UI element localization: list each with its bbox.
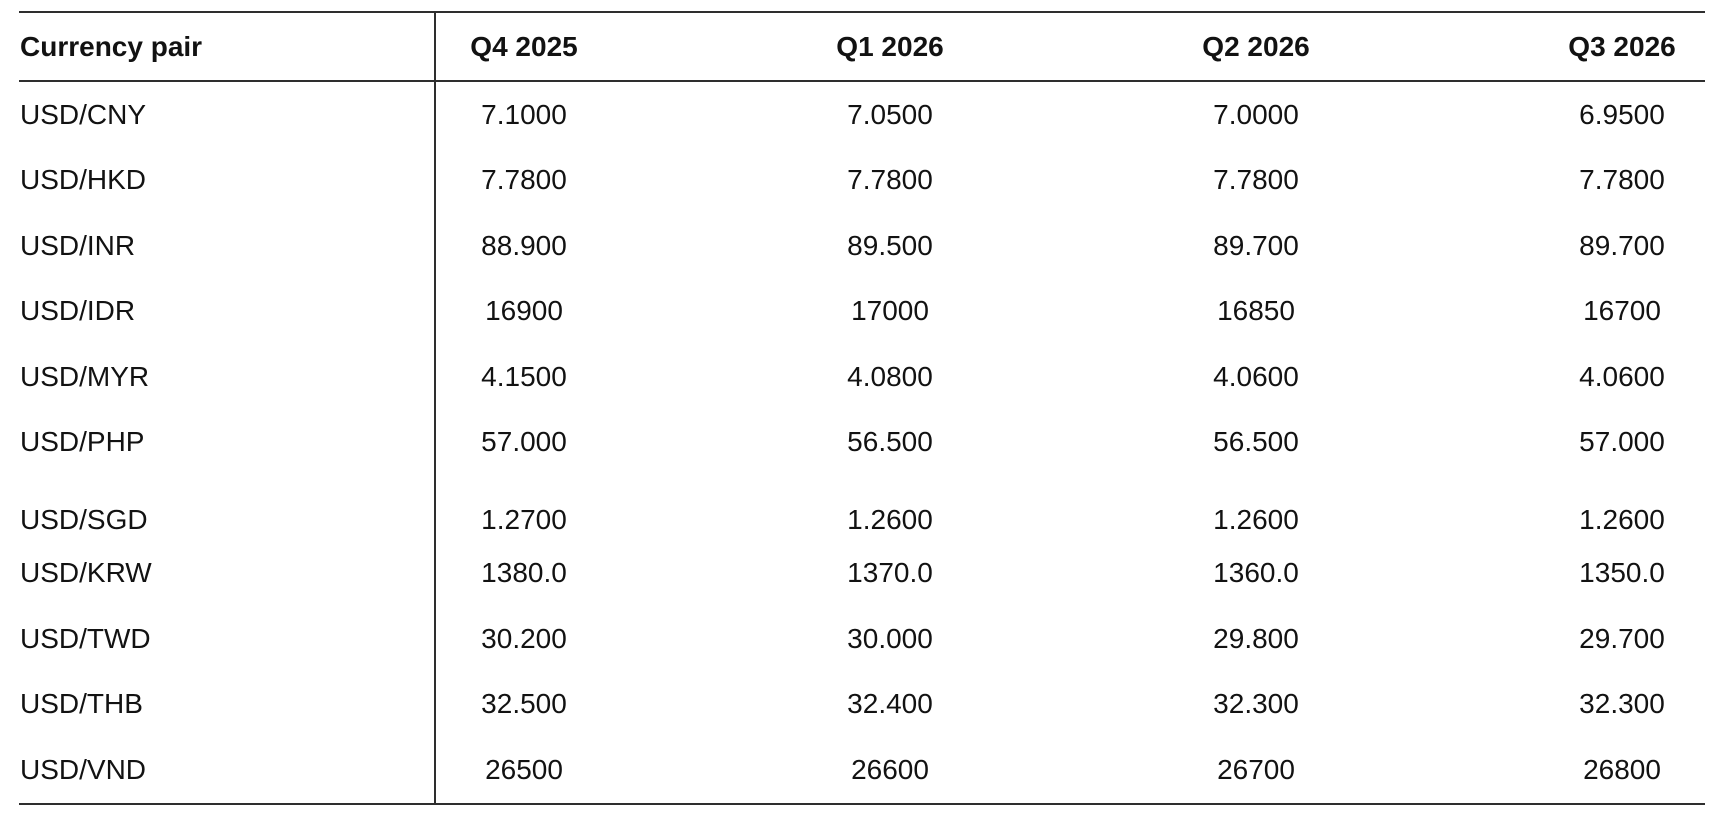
table-body: USD/CNY 7.1000 7.0500 7.0000 6.9500 USD/…: [19, 82, 1705, 803]
column-header-currency-pair: Currency pair: [20, 30, 203, 62]
table-row: USD/KRW 1380.0 1370.0 1360.0 1350.0: [19, 541, 1705, 607]
forecast-value-q3-2026: 57.000: [1579, 426, 1665, 458]
table-row: USD/SGD 1.2700 1.2600 1.2600 1.2600: [19, 475, 1705, 541]
table-row: USD/VND 26500 26600 26700 26800: [19, 737, 1705, 803]
forecast-value-q3-2026: 29.700: [1579, 622, 1665, 654]
forecast-value-q3-2026: 26800: [1583, 753, 1661, 785]
forecast-value-q3-2026: 1.2600: [1579, 503, 1665, 535]
forecast-value-q4-2025: 26500: [485, 753, 563, 785]
forecast-value-q2-2026: 4.0600: [1213, 360, 1299, 392]
column-header-q3-2026: Q3 2026: [1568, 30, 1676, 62]
forecast-value-q4-2025: 1380.0: [481, 557, 567, 589]
forecast-value-q2-2026: 7.0000: [1213, 98, 1299, 130]
forecast-value-q2-2026: 56.500: [1213, 426, 1299, 458]
forecast-value-q2-2026: 29.800: [1213, 622, 1299, 654]
forecast-value-q2-2026: 7.7800: [1213, 164, 1299, 196]
forecast-value-q4-2025: 32.500: [481, 688, 567, 720]
column-header-q2-2026: Q2 2026: [1202, 30, 1310, 62]
forecast-value-q3-2026: 6.9500: [1579, 98, 1665, 130]
currency-pair-label: USD/IDR: [20, 295, 136, 327]
table-row: USD/INR 88.900 89.500 89.700 89.700: [19, 213, 1705, 279]
currency-pair-label: USD/KRW: [20, 557, 152, 589]
forecast-value-q3-2026: 4.0600: [1579, 360, 1665, 392]
forecast-value-q2-2026: 89.700: [1213, 229, 1299, 261]
currency-pair-label: USD/HKD: [20, 164, 147, 196]
currency-pair-label: USD/CNY: [20, 98, 147, 130]
forecast-value-q2-2026: 1360.0: [1213, 557, 1299, 589]
table-row: USD/PHP 57.000 56.500 56.500 57.000: [19, 410, 1705, 476]
forecast-value-q1-2026: 7.7800: [847, 164, 933, 196]
column-divider-line: [434, 13, 436, 803]
forecast-value-q3-2026: 16700: [1583, 295, 1661, 327]
forecast-value-q4-2025: 30.200: [481, 622, 567, 654]
column-header-q4-2025: Q4 2025: [470, 30, 578, 62]
table-row: USD/THB 32.500 32.400 32.300 32.300: [19, 672, 1705, 738]
table-row: USD/MYR 4.1500 4.0800 4.0600 4.0600: [19, 344, 1705, 410]
forecast-value-q3-2026: 89.700: [1579, 229, 1665, 261]
forecast-value-q1-2026: 26600: [851, 753, 929, 785]
forecast-value-q1-2026: 7.0500: [847, 98, 933, 130]
currency-pair-label: USD/VND: [20, 753, 147, 785]
forecast-value-q4-2025: 7.1000: [481, 98, 567, 130]
table-row: USD/TWD 30.200 30.000 29.800 29.700: [19, 606, 1705, 672]
forecast-value-q4-2025: 4.1500: [481, 360, 567, 392]
forecast-value-q3-2026: 32.300: [1579, 688, 1665, 720]
forecast-value-q2-2026: 1.2600: [1213, 503, 1299, 535]
forecast-value-q1-2026: 4.0800: [847, 360, 933, 392]
column-header-q1-2026: Q1 2026: [836, 30, 944, 62]
forecast-value-q1-2026: 1.2600: [847, 503, 933, 535]
forecast-value-q2-2026: 32.300: [1213, 688, 1299, 720]
forecast-value-q4-2025: 16900: [485, 295, 563, 327]
currency-pair-label: USD/TWD: [20, 622, 151, 654]
table-row: USD/IDR 16900 17000 16850 16700: [19, 279, 1705, 345]
forecast-value-q2-2026: 26700: [1217, 753, 1295, 785]
forecast-value-q1-2026: 56.500: [847, 426, 933, 458]
forecast-value-q4-2025: 1.2700: [481, 503, 567, 535]
table-row: USD/CNY 7.1000 7.0500 7.0000 6.9500: [19, 82, 1705, 148]
fx-forecast-table: Currency pair Q4 2025 Q1 2026 Q2 2026 Q3…: [19, 11, 1705, 805]
forecast-value-q1-2026: 17000: [851, 295, 929, 327]
forecast-value-q1-2026: 89.500: [847, 229, 933, 261]
currency-pair-label: USD/PHP: [20, 426, 145, 458]
currency-pair-label: USD/SGD: [20, 503, 148, 535]
forecast-value-q1-2026: 30.000: [847, 622, 933, 654]
forecast-value-q4-2025: 88.900: [481, 229, 567, 261]
table-header-row: Currency pair Q4 2025 Q1 2026 Q2 2026 Q3…: [19, 13, 1705, 82]
forecast-value-q1-2026: 1370.0: [847, 557, 933, 589]
forecast-value-q2-2026: 16850: [1217, 295, 1295, 327]
forecast-value-q3-2026: 7.7800: [1579, 164, 1665, 196]
table-row: USD/HKD 7.7800 7.7800 7.7800 7.7800: [19, 148, 1705, 214]
currency-pair-label: USD/INR: [20, 229, 136, 261]
currency-pair-label: USD/MYR: [20, 360, 150, 392]
forecast-value-q1-2026: 32.400: [847, 688, 933, 720]
forecast-value-q4-2025: 7.7800: [481, 164, 567, 196]
currency-pair-label: USD/THB: [20, 688, 143, 720]
forecast-value-q4-2025: 57.000: [481, 426, 567, 458]
forecast-value-q3-2026: 1350.0: [1579, 557, 1665, 589]
